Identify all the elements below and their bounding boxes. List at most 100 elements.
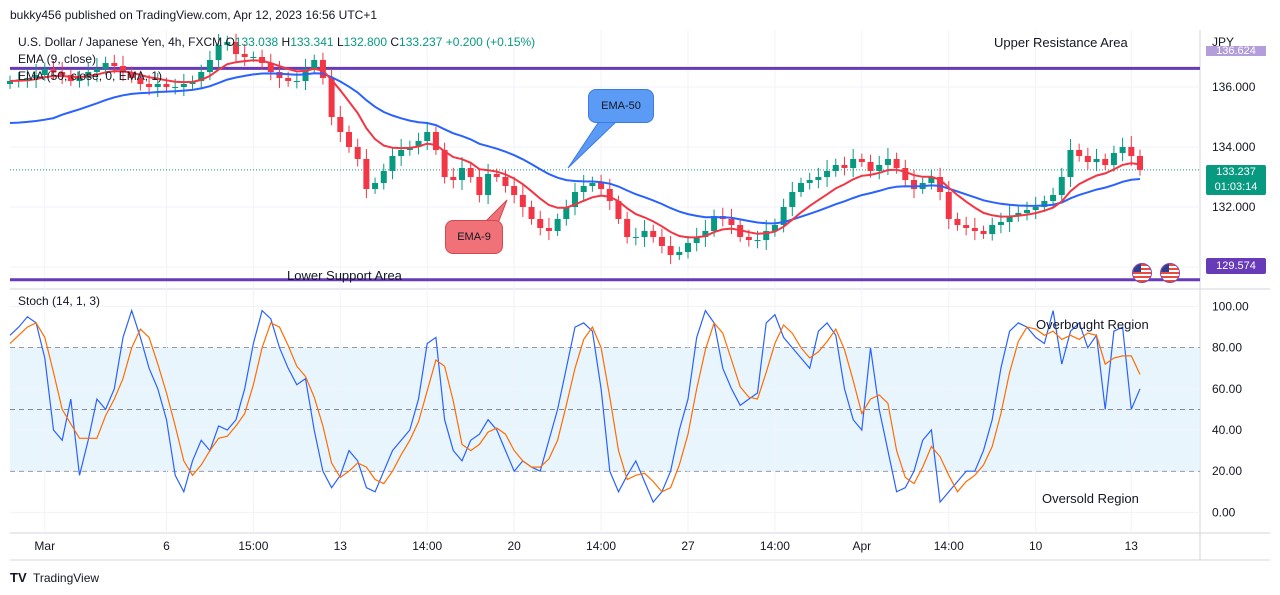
candle-body [754, 240, 761, 241]
candle-body [780, 207, 787, 225]
candle-body [771, 225, 778, 231]
candle-body [137, 78, 144, 84]
price-tick-label: 134.000 [1212, 140, 1256, 154]
ohlc-low-label: L [336, 35, 344, 49]
candle-body [893, 159, 900, 168]
time-tick-label: 14:00 [586, 539, 616, 553]
candle-body [311, 60, 318, 69]
stoch-tick-label: 40.00 [1212, 423, 1242, 437]
candle-body [180, 84, 187, 87]
candle-body [328, 78, 335, 117]
candle-body [632, 237, 639, 238]
time-tick-label: 14:00 [934, 539, 964, 553]
upper-resistance-label: Upper Resistance Area [994, 35, 1128, 50]
candle-body [1076, 150, 1083, 156]
candle-body [459, 168, 465, 180]
us-flag-icon[interactable] [1132, 263, 1152, 283]
candle-body [1032, 207, 1039, 210]
symbol-name[interactable]: U.S. Dollar / Japanese Yen, 4h, FXCM [18, 35, 223, 49]
candle-body [745, 237, 752, 240]
candle-body [398, 150, 405, 156]
candle-body [432, 132, 439, 150]
price-tick-label: 132.000 [1212, 200, 1256, 214]
candle-body [832, 165, 839, 171]
time-tick-label: 14:00 [412, 539, 442, 553]
candle-body [389, 156, 396, 171]
candle-body [806, 180, 813, 183]
price-legend: U.S. Dollar / Japanese Yen, 4h, FXCM O13… [18, 35, 535, 49]
candle-body [1050, 195, 1057, 201]
ema9-line[interactable] [9, 59, 1141, 239]
candle-body [615, 201, 622, 219]
candle-body [928, 177, 935, 183]
candle-body [233, 42, 239, 54]
candle-body [1041, 201, 1048, 207]
candle-body [876, 165, 883, 171]
candle-body [763, 231, 770, 240]
candle-body [971, 228, 978, 231]
candle-body [1110, 153, 1117, 165]
ohlc-low: 132.800 [343, 35, 388, 49]
candle-body [1015, 213, 1022, 216]
candle-body [980, 231, 987, 234]
candle-body [841, 165, 848, 168]
candle-body [519, 195, 526, 207]
stoch-k-line[interactable] [9, 308, 1141, 504]
candle-body [963, 225, 970, 228]
candle-body [476, 177, 483, 195]
candle-body [224, 42, 231, 45]
candle-body [902, 168, 909, 180]
us-flag-icon[interactable] [1160, 263, 1180, 283]
time-tick-label: 15:00 [238, 539, 268, 553]
time-tick-label: 20 [507, 539, 521, 553]
candle-body [415, 141, 422, 147]
ohlc-high-label: H [281, 35, 291, 49]
candle-body [24, 78, 31, 80]
candle-body [424, 132, 431, 141]
candle-body [363, 159, 370, 189]
candle-body [711, 216, 718, 231]
candle-body [293, 81, 300, 82]
candle-body [206, 60, 213, 72]
ohlc-close-label: C [390, 35, 400, 49]
candle-body [658, 237, 665, 246]
candle-body [1137, 156, 1143, 170]
candle-body [911, 180, 917, 189]
last-price-badge: 133.237 01:03:14 [1206, 165, 1266, 195]
candle-body [111, 63, 118, 66]
candle-body [33, 75, 40, 78]
last-price-value: 133.237 [1216, 166, 1256, 178]
candle-body [1093, 159, 1100, 162]
candle-body [589, 183, 596, 186]
ohlc-open: 133.038 [234, 35, 279, 49]
candle-body [945, 192, 952, 219]
candle-body [467, 168, 474, 177]
candle-body [867, 162, 874, 171]
stoch-d-line[interactable] [9, 321, 1141, 493]
candle-body [380, 171, 387, 183]
candle-body [163, 84, 170, 87]
candle-body [502, 177, 509, 186]
support-price-badge: 129.574 [1206, 258, 1266, 274]
candle-body [493, 174, 500, 177]
candle-body [215, 45, 222, 60]
candle-body [580, 186, 587, 192]
candle-body [554, 219, 561, 231]
candle-body [884, 159, 891, 165]
candle-body [693, 237, 700, 243]
stoch-legend[interactable]: Stoch (14, 1, 3) [18, 294, 101, 308]
bar-countdown: 01:03:14 [1214, 181, 1258, 193]
candle-body [120, 66, 126, 72]
time-tick-label: 27 [681, 539, 695, 553]
candle-body [537, 219, 544, 228]
overbought-label: Overbought Region [1036, 317, 1149, 332]
brand-label: TradingView [33, 571, 100, 585]
candle-body [545, 228, 552, 231]
ema50-legend[interactable]: EMA (50, close, 0, EMA, 1) [18, 69, 163, 83]
ema50-callout-pointer [567, 119, 620, 169]
oversold-label: Oversold Region [1042, 491, 1139, 506]
ema9-legend[interactable]: EMA (9, close) [18, 52, 97, 66]
currency-label: JPY [1212, 35, 1235, 49]
candle-body [372, 183, 379, 189]
